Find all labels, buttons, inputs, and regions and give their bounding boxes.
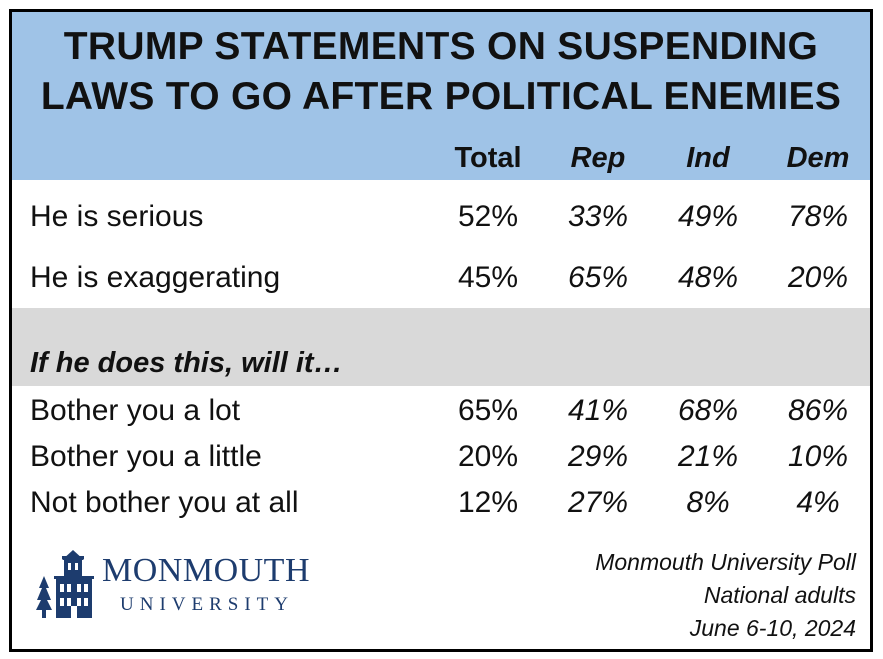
source-line: National adults xyxy=(703,582,856,608)
table-cell: 86% xyxy=(787,394,849,427)
table-cell: 27% xyxy=(567,486,629,519)
table-cell: 12% xyxy=(457,486,519,519)
column-header-total: Total xyxy=(454,142,522,174)
chart-title: TRUMP STATEMENTS ON SUSPENDING LAWS TO G… xyxy=(12,22,870,122)
source-line: Monmouth University Poll xyxy=(595,549,856,575)
table-cell: 52% xyxy=(457,200,519,233)
source-note: Monmouth University Poll National adults… xyxy=(595,546,856,645)
title-line: TRUMP STATEMENTS ON SUSPENDING xyxy=(63,25,819,68)
table-cell: 49% xyxy=(677,200,739,233)
table-cell: 29% xyxy=(567,440,629,473)
logo-subtitle: UNIVERSITY xyxy=(120,594,294,615)
table-cell: 4% xyxy=(796,486,840,519)
table-cell: 78% xyxy=(787,200,849,233)
table-cell: 20% xyxy=(457,440,519,473)
table-cell: 65% xyxy=(457,394,519,427)
table-cell: 21% xyxy=(677,440,739,473)
table-cell: 45% xyxy=(457,261,519,294)
section-heading: If he does this, will it… xyxy=(30,347,343,379)
column-header-rep: Rep xyxy=(570,142,626,174)
row-label: He is serious xyxy=(30,200,204,233)
table-cell: 41% xyxy=(567,394,629,427)
table-cell: 48% xyxy=(677,261,739,294)
table-cell: 8% xyxy=(686,486,730,519)
row-label: Not bother you at all xyxy=(30,486,299,519)
title-line: LAWS TO GO AFTER POLITICAL ENEMIES xyxy=(40,75,842,118)
table-cell: 65% xyxy=(567,261,629,294)
column-header-ind: Ind xyxy=(686,142,730,174)
row-label: Bother you a little xyxy=(30,440,262,473)
source-line: June 6-10, 2024 xyxy=(689,615,856,641)
monmouth-logo: MONMOUTH UNIVERSITY xyxy=(34,548,334,618)
table-cell: 33% xyxy=(567,200,629,233)
row-label: Bother you a lot xyxy=(30,394,241,427)
header-band: TRUMP STATEMENTS ON SUSPENDING LAWS TO G… xyxy=(12,12,870,180)
logo-wordmark: MONMOUTH xyxy=(102,552,310,589)
column-header-dem: Dem xyxy=(786,142,850,174)
section-band xyxy=(12,308,870,386)
table-cell: 20% xyxy=(787,261,849,294)
poll-table: TRUMP STATEMENTS ON SUSPENDING LAWS TO G… xyxy=(9,9,873,652)
table-cell: 10% xyxy=(787,440,849,473)
table-cell: 68% xyxy=(677,394,739,427)
row-label: He is exaggerating xyxy=(30,261,281,294)
building-icon xyxy=(36,550,94,618)
